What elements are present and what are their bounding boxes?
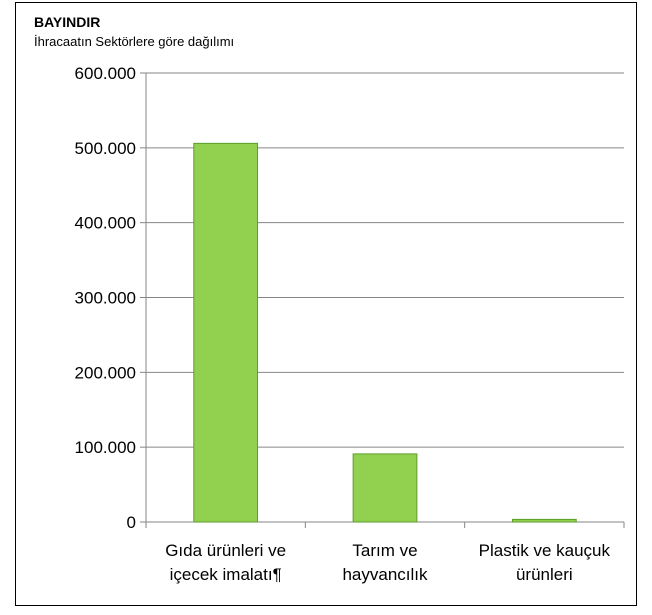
chart-title: BAYINDIR	[34, 14, 100, 30]
x-tick-label: Tarım ve	[352, 541, 417, 560]
x-tick-label: Gıda ürünleri ve	[165, 541, 286, 560]
x-tick-label: ürünleri	[516, 565, 573, 584]
bar	[352, 453, 418, 523]
bar	[511, 518, 577, 523]
x-tick-labels: Gıda ürünleri ve içecek imalatı¶ Tarım ve h…	[165, 541, 610, 584]
y-tick-label: 300.000	[75, 289, 136, 308]
bars	[193, 142, 577, 523]
y-tick-label: 600.000	[75, 64, 136, 83]
x-tick-label: Plastik ve kauçuk	[479, 541, 611, 560]
x-tick-label: hayvancılık	[342, 565, 428, 584]
y-tick-label: 0	[127, 513, 136, 532]
y-tick-label: 100.000	[75, 438, 136, 457]
chart-subtitle: İhracaatın Sektörlere göre dağılımı	[34, 34, 234, 49]
y-tick-label: 200.000	[75, 363, 136, 382]
bar	[193, 142, 259, 523]
x-tick-label: içecek imalatı¶	[170, 565, 282, 584]
chart-frame: BAYINDIR İhracaatın Sektörlere göre dağı…	[15, 2, 637, 606]
y-tick-label: 500.000	[75, 139, 136, 158]
y-tick-labels: 0 100.000 200.000 300.000 400.000 500.000 600.…	[75, 64, 136, 532]
bar-chart: BAYINDIR İhracaatın Sektörlere göre dağı…	[34, 14, 625, 584]
y-tick-label: 400.000	[75, 214, 136, 233]
